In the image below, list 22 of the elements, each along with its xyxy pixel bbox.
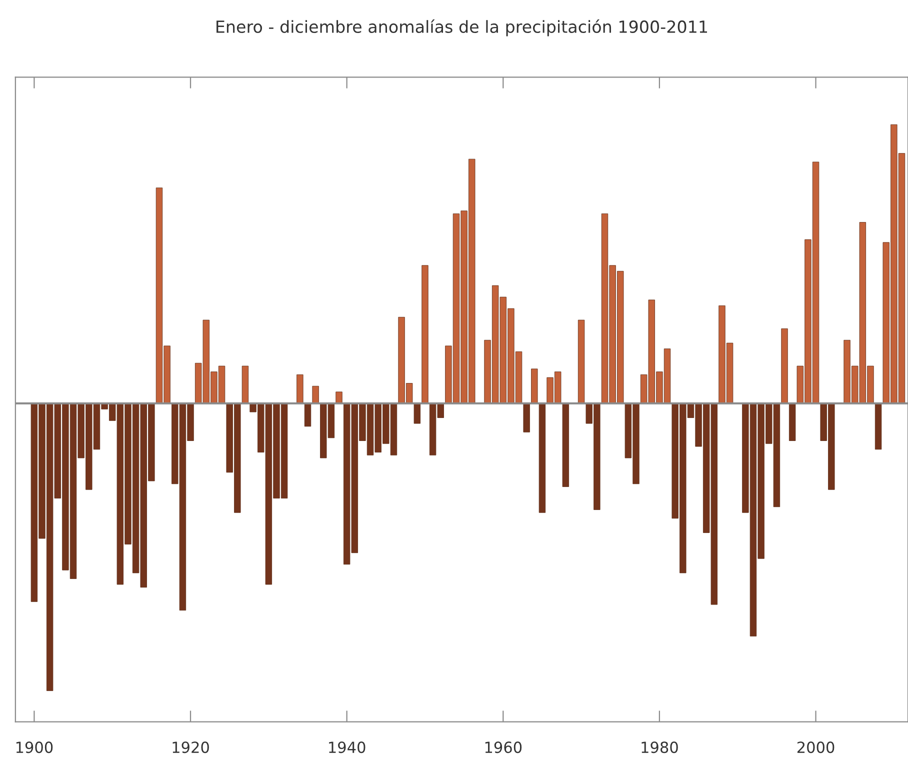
bar xyxy=(538,403,546,513)
bar xyxy=(781,328,788,404)
x-tick-label: 1940 xyxy=(329,742,366,754)
x-tick-label: 2000 xyxy=(797,742,834,754)
bar xyxy=(336,392,342,404)
bar xyxy=(562,403,570,487)
bar xyxy=(242,366,249,404)
bar xyxy=(414,403,421,424)
x-tick-label: 1960 xyxy=(485,742,522,754)
chart-title: Enero - diciembre anomalías de la precipitación 1900-2011 xyxy=(216,19,707,36)
bar xyxy=(304,403,312,427)
bar xyxy=(531,368,538,404)
x-tick-label: 1920 xyxy=(172,742,209,754)
x-tick-label: 1980 xyxy=(642,742,678,754)
x-tick-label: 1900 xyxy=(16,742,53,754)
bar xyxy=(296,374,304,404)
bar xyxy=(523,403,530,432)
bar xyxy=(312,386,319,404)
bar xyxy=(788,403,796,441)
bar xyxy=(874,403,882,450)
bar xyxy=(578,320,585,404)
bar xyxy=(422,265,428,404)
